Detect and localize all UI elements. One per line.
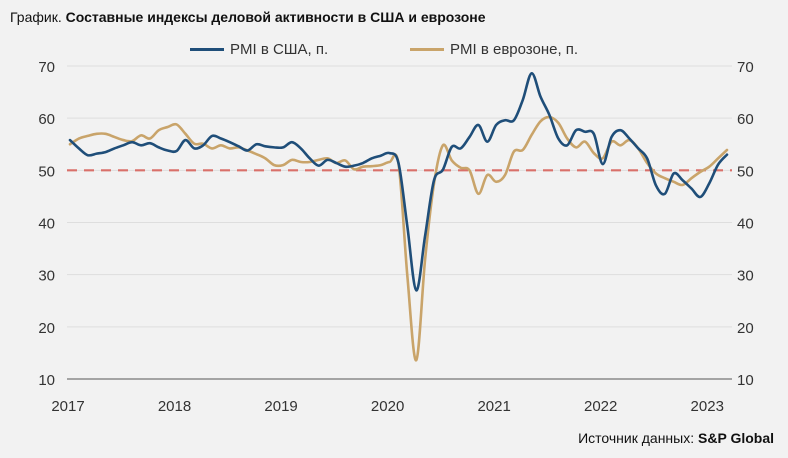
y-tick-label-right: 20	[737, 320, 754, 337]
source-name: S&P Global	[698, 430, 774, 446]
y-tick-label-left: 20	[38, 320, 55, 337]
y-tick-label-right: 70	[737, 59, 754, 76]
legend-swatch-eu	[410, 48, 444, 51]
x-tick-label: 2020	[371, 398, 404, 415]
source-note: Источник данных: S&P Global	[578, 430, 774, 446]
legend-label-us: PMI в США, п.	[230, 41, 329, 58]
x-tick-label: 2022	[584, 398, 617, 415]
y-tick-label-right: 50	[737, 163, 754, 180]
series-line-eu	[68, 115, 729, 362]
x-tick-label: 2023	[691, 398, 724, 415]
y-tick-label-left: 60	[38, 111, 55, 128]
legend-label-eu: PMI в еврозоне, п.	[450, 41, 579, 58]
chart-title: График. Составные индексы деловой активн…	[10, 9, 486, 25]
legend-item-eu: PMI в еврозоне, п.	[410, 41, 578, 58]
y-tick-label-left: 30	[38, 268, 55, 285]
y-tick-label-right: 30	[737, 268, 754, 285]
x-tick-label: 2021	[477, 398, 510, 415]
x-tick-label: 2017	[51, 398, 84, 415]
title-main: Составные индексы деловой активности в С…	[65, 9, 486, 25]
x-tick-label: 2018	[158, 398, 191, 415]
source-label: Источник данных:	[578, 430, 695, 446]
y-tick-label-right: 10	[737, 372, 754, 389]
series-line-us	[68, 72, 729, 292]
y-tick-label-right: 40	[737, 216, 754, 233]
title-prefix: График.	[10, 9, 62, 25]
legend-swatch-us	[190, 48, 224, 51]
y-tick-label-left: 10	[38, 372, 55, 389]
y-tick-label-left: 50	[38, 163, 55, 180]
y-tick-label-left: 70	[38, 59, 55, 76]
legend-item-us: PMI в США, п.	[190, 41, 328, 58]
y-tick-label-right: 60	[737, 111, 754, 128]
y-tick-label-left: 40	[38, 216, 55, 233]
x-tick-label: 2019	[264, 398, 297, 415]
